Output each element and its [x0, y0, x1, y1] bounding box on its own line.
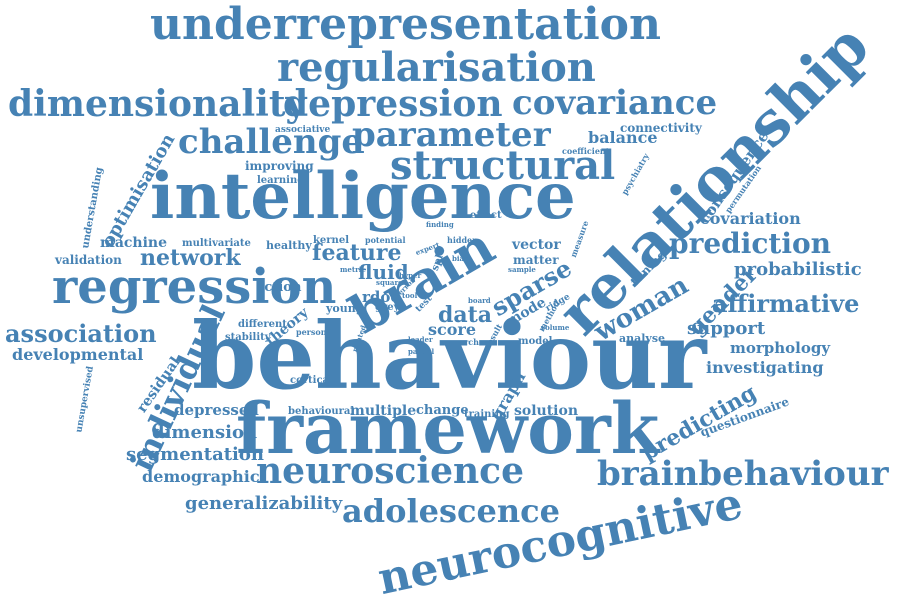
word: machine — [100, 235, 167, 251]
word: learning — [257, 175, 305, 186]
word: network — [140, 245, 241, 271]
word: association — [5, 319, 157, 348]
word: kernel — [313, 235, 349, 246]
word: probabilistic — [734, 259, 862, 280]
word: effect — [470, 210, 502, 221]
word: coefficient — [562, 146, 610, 156]
word: matter — [513, 253, 559, 267]
word: action — [256, 280, 302, 295]
word: volume — [541, 323, 570, 332]
word: parameter — [352, 115, 551, 155]
word: tool — [402, 291, 418, 300]
word: improving — [245, 159, 314, 173]
word: demographic — [142, 467, 260, 486]
word: fluid — [358, 260, 409, 284]
word: young — [326, 302, 364, 315]
word: dimension — [152, 422, 258, 443]
word: change — [416, 403, 469, 418]
word: model — [518, 336, 553, 347]
word: developmental — [12, 345, 144, 364]
word: challenge — [178, 122, 364, 162]
word: feature — [312, 240, 402, 266]
word: segmentation — [126, 444, 264, 465]
word: grey — [375, 302, 400, 313]
word: associative — [275, 125, 331, 135]
word: analyse — [619, 332, 666, 345]
word: underrepresentation — [150, 0, 662, 50]
word: behavioural — [288, 406, 355, 417]
word: validation — [55, 253, 122, 267]
word: depression — [283, 83, 503, 125]
word: structural — [390, 142, 616, 189]
word: data — [438, 302, 493, 328]
word: neuroscience — [256, 450, 524, 492]
word: brainbehaviour — [597, 454, 889, 494]
word: bias — [452, 254, 469, 263]
word: vector — [512, 237, 561, 253]
word: leader — [408, 335, 433, 344]
word: healthy — [266, 239, 312, 252]
word: dimensionality — [8, 83, 307, 125]
word: stability — [225, 332, 271, 343]
word: board — [468, 296, 491, 305]
word: behaviour — [192, 302, 707, 410]
word: person — [296, 327, 327, 337]
word: regularisation — [277, 44, 596, 91]
word: balance — [588, 128, 658, 147]
word: psychiatry — [619, 151, 651, 197]
word: square — [376, 278, 403, 287]
word: different — [238, 319, 287, 330]
word: multivariate — [182, 238, 251, 249]
word: hyper — [399, 271, 422, 280]
word: generalizability — [185, 493, 343, 514]
word: affirmative — [712, 289, 860, 318]
word: training — [464, 409, 510, 420]
word: sample — [508, 265, 536, 274]
word: adolescence — [342, 492, 560, 530]
word: hidden — [447, 235, 478, 245]
word: prediction — [669, 227, 832, 260]
word: connectivity — [620, 121, 702, 135]
word: solution — [514, 403, 579, 419]
word: partial — [408, 347, 435, 356]
word: cortical — [290, 375, 333, 386]
word: metric — [340, 265, 366, 274]
word: finding — [426, 220, 454, 229]
word-cloud: underrepresentation regularisation dimen… — [5, 0, 889, 605]
word: depressed — [174, 401, 259, 419]
word: framework — [236, 387, 660, 470]
word: score — [428, 320, 477, 339]
word: support — [687, 318, 766, 339]
word: unsupervised — [74, 365, 96, 434]
word: morphology — [730, 339, 831, 357]
word: research — [440, 337, 479, 347]
word: multiple — [350, 403, 417, 419]
word: covariation — [700, 209, 801, 228]
word: intelligence — [150, 159, 576, 234]
word: covariance — [512, 83, 718, 123]
word: investigating — [706, 358, 824, 377]
word: potential — [365, 235, 406, 245]
word: regression — [52, 259, 337, 315]
word: rdoc — [362, 288, 400, 306]
